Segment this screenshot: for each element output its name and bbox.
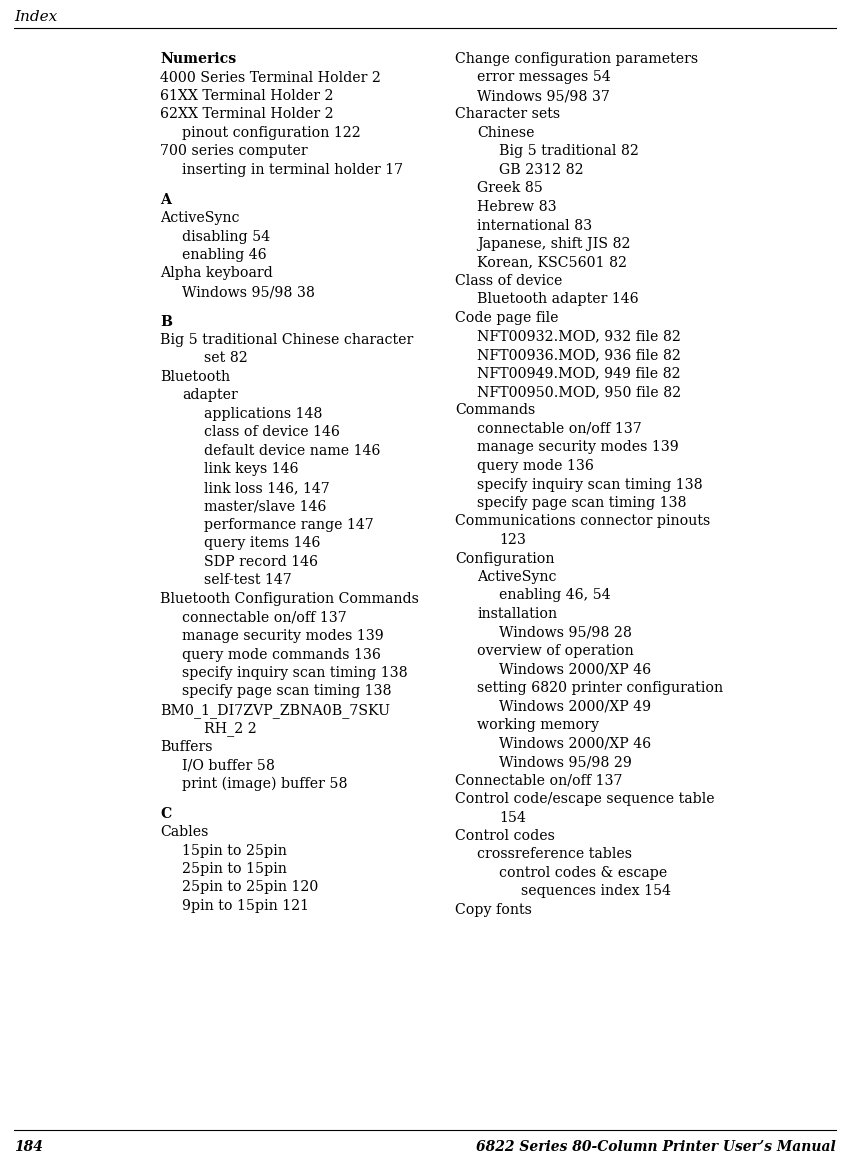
Text: Bluetooth Configuration Commands: Bluetooth Configuration Commands xyxy=(160,592,419,606)
Text: query items 146: query items 146 xyxy=(204,537,320,551)
Text: A: A xyxy=(160,192,171,206)
Text: Windows 2000/XP 46: Windows 2000/XP 46 xyxy=(499,736,651,750)
Text: Communications connector pinouts: Communications connector pinouts xyxy=(455,515,711,529)
Text: Configuration: Configuration xyxy=(455,551,554,565)
Text: Bluetooth: Bluetooth xyxy=(160,370,230,384)
Text: connectable on/off 137: connectable on/off 137 xyxy=(477,422,642,436)
Text: Windows 2000/XP 46: Windows 2000/XP 46 xyxy=(499,663,651,677)
Text: self-test 147: self-test 147 xyxy=(204,573,292,587)
Text: NFT00949.MOD, 949 file 82: NFT00949.MOD, 949 file 82 xyxy=(477,367,681,381)
Text: 184: 184 xyxy=(14,1141,42,1155)
Text: sequences index 154: sequences index 154 xyxy=(521,884,671,898)
Text: Class of device: Class of device xyxy=(455,274,563,288)
Text: Code page file: Code page file xyxy=(455,311,558,325)
Text: Big 5 traditional 82: Big 5 traditional 82 xyxy=(499,144,639,158)
Text: print (image) buffer 58: print (image) buffer 58 xyxy=(182,777,348,791)
Text: link keys 146: link keys 146 xyxy=(204,463,298,476)
Text: Copy fonts: Copy fonts xyxy=(455,903,532,917)
Text: adapter: adapter xyxy=(182,388,238,402)
Text: Windows 95/98 29: Windows 95/98 29 xyxy=(499,755,632,769)
Text: specify page scan timing 138: specify page scan timing 138 xyxy=(477,496,687,510)
Text: specify inquiry scan timing 138: specify inquiry scan timing 138 xyxy=(477,478,703,492)
Text: ActiveSync: ActiveSync xyxy=(160,211,240,225)
Text: Numerics: Numerics xyxy=(160,52,236,66)
Text: query mode 136: query mode 136 xyxy=(477,459,594,473)
Text: set 82: set 82 xyxy=(204,352,247,366)
Text: manage security modes 139: manage security modes 139 xyxy=(477,440,679,454)
Text: Windows 95/98 28: Windows 95/98 28 xyxy=(499,626,632,640)
Text: Windows 95/98 37: Windows 95/98 37 xyxy=(477,89,609,103)
Text: 61XX Terminal Holder 2: 61XX Terminal Holder 2 xyxy=(160,89,333,103)
Text: B: B xyxy=(160,315,172,329)
Text: installation: installation xyxy=(477,607,557,621)
Text: Korean, KSC5601 82: Korean, KSC5601 82 xyxy=(477,255,627,269)
Text: link loss 146, 147: link loss 146, 147 xyxy=(204,481,330,495)
Text: overview of operation: overview of operation xyxy=(477,644,634,658)
Text: GB 2312 82: GB 2312 82 xyxy=(499,163,584,177)
Text: Chinese: Chinese xyxy=(477,126,535,140)
Text: enabling 46, 54: enabling 46, 54 xyxy=(499,588,610,602)
Text: Alpha keyboard: Alpha keyboard xyxy=(160,267,273,281)
Text: crossreference tables: crossreference tables xyxy=(477,847,632,861)
Text: Buffers: Buffers xyxy=(160,740,212,754)
Text: Windows 2000/XP 49: Windows 2000/XP 49 xyxy=(499,699,651,713)
Text: Bluetooth adapter 146: Bluetooth adapter 146 xyxy=(477,292,638,306)
Text: SDP record 146: SDP record 146 xyxy=(204,555,318,569)
Text: 62XX Terminal Holder 2: 62XX Terminal Holder 2 xyxy=(160,107,333,121)
Text: master/slave 146: master/slave 146 xyxy=(204,500,326,514)
Text: 700 series computer: 700 series computer xyxy=(160,144,308,158)
Text: Index: Index xyxy=(14,10,57,24)
Text: Cables: Cables xyxy=(160,825,208,839)
Text: class of device 146: class of device 146 xyxy=(204,425,340,439)
Text: applications 148: applications 148 xyxy=(204,407,322,421)
Text: 4000 Series Terminal Holder 2: 4000 Series Terminal Holder 2 xyxy=(160,71,381,85)
Text: Connectable on/off 137: Connectable on/off 137 xyxy=(455,774,622,788)
Text: enabling 46: enabling 46 xyxy=(182,248,267,262)
Text: 25pin to 15pin: 25pin to 15pin xyxy=(182,862,286,876)
Text: manage security modes 139: manage security modes 139 xyxy=(182,629,383,643)
Text: pinout configuration 122: pinout configuration 122 xyxy=(182,126,360,140)
Text: Commands: Commands xyxy=(455,403,536,417)
Text: performance range 147: performance range 147 xyxy=(204,518,374,532)
Text: 25pin to 25pin 120: 25pin to 25pin 120 xyxy=(182,881,319,895)
Text: Windows 95/98 38: Windows 95/98 38 xyxy=(182,285,314,299)
Text: I/O buffer 58: I/O buffer 58 xyxy=(182,758,275,772)
Text: setting 6820 printer configuration: setting 6820 printer configuration xyxy=(477,682,723,696)
Text: ActiveSync: ActiveSync xyxy=(477,570,557,584)
Text: Character sets: Character sets xyxy=(455,107,560,121)
Text: working memory: working memory xyxy=(477,718,599,732)
Text: error messages 54: error messages 54 xyxy=(477,71,611,85)
Text: inserting in terminal holder 17: inserting in terminal holder 17 xyxy=(182,163,403,177)
Text: RH_2 2: RH_2 2 xyxy=(204,721,257,736)
Text: control codes & escape: control codes & escape xyxy=(499,866,667,880)
Text: international 83: international 83 xyxy=(477,219,592,233)
Text: Control code/escape sequence table: Control code/escape sequence table xyxy=(455,792,715,806)
Text: 154: 154 xyxy=(499,811,526,825)
Text: Greek 85: Greek 85 xyxy=(477,182,543,196)
Text: Hebrew 83: Hebrew 83 xyxy=(477,200,557,214)
Text: Control codes: Control codes xyxy=(455,829,555,843)
Text: 15pin to 25pin: 15pin to 25pin xyxy=(182,843,286,857)
Text: NFT00950.MOD, 950 file 82: NFT00950.MOD, 950 file 82 xyxy=(477,384,681,398)
Text: Big 5 traditional Chinese character: Big 5 traditional Chinese character xyxy=(160,333,413,347)
Text: 9pin to 15pin 121: 9pin to 15pin 121 xyxy=(182,899,309,913)
Text: specify inquiry scan timing 138: specify inquiry scan timing 138 xyxy=(182,666,408,680)
Text: Change configuration parameters: Change configuration parameters xyxy=(455,52,698,66)
Text: 6822 Series 80-Column Printer User’s Manual: 6822 Series 80-Column Printer User’s Man… xyxy=(476,1141,836,1155)
Text: specify page scan timing 138: specify page scan timing 138 xyxy=(182,685,392,699)
Text: C: C xyxy=(160,806,171,820)
Text: NFT00936.MOD, 936 file 82: NFT00936.MOD, 936 file 82 xyxy=(477,348,681,362)
Text: Japanese, shift JIS 82: Japanese, shift JIS 82 xyxy=(477,236,631,250)
Text: default device name 146: default device name 146 xyxy=(204,444,380,458)
Text: query mode commands 136: query mode commands 136 xyxy=(182,648,381,662)
Text: 123: 123 xyxy=(499,534,526,548)
Text: NFT00932.MOD, 932 file 82: NFT00932.MOD, 932 file 82 xyxy=(477,330,681,344)
Text: disabling 54: disabling 54 xyxy=(182,230,270,243)
Text: connectable on/off 137: connectable on/off 137 xyxy=(182,610,347,624)
Text: BM0_1_DI7ZVP_ZBNA0B_7SKU: BM0_1_DI7ZVP_ZBNA0B_7SKU xyxy=(160,702,390,718)
